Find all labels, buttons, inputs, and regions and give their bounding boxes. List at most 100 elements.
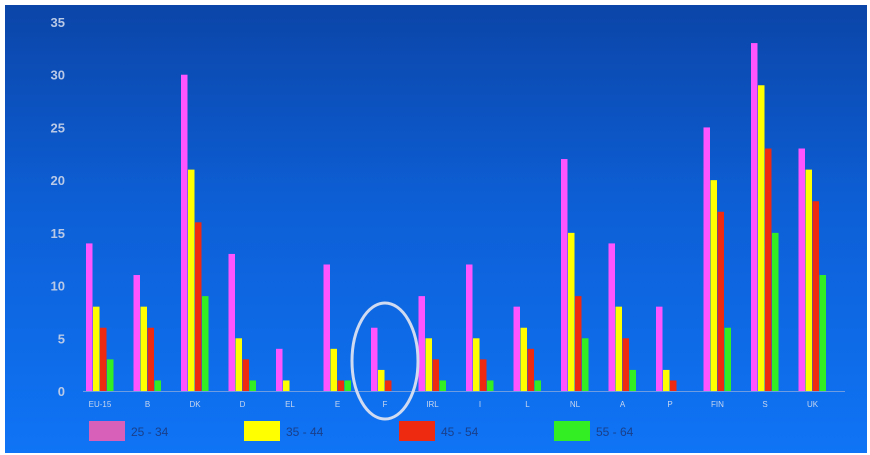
- y-tick-label: 20: [51, 173, 65, 188]
- bar: [93, 306, 100, 391]
- bar-group: [608, 243, 636, 391]
- bar-group: [418, 296, 446, 391]
- bar-group: [181, 74, 209, 391]
- bar: [418, 296, 425, 391]
- bar: [100, 327, 107, 391]
- legend-label: 25 - 34: [131, 425, 169, 439]
- bar: [656, 306, 663, 391]
- bar-group: [276, 348, 290, 391]
- bar: [107, 359, 114, 391]
- bar: [466, 264, 473, 391]
- y-tick-label: 5: [58, 331, 65, 346]
- bar: [385, 380, 392, 391]
- category-label: S: [762, 400, 767, 409]
- bar-group: [798, 148, 826, 391]
- bar: [758, 85, 765, 391]
- category-label: NL: [570, 400, 581, 409]
- bar: [568, 232, 575, 391]
- bar: [751, 43, 758, 391]
- y-tick-label: 35: [51, 15, 65, 30]
- bar-group: [86, 243, 114, 391]
- bar: [242, 359, 249, 391]
- bar-group: [466, 264, 494, 391]
- category-label: FIN: [711, 400, 724, 409]
- highlight-ellipse: [350, 301, 420, 421]
- legend: 25 - 34 35 - 44 45 - 54 55 - 64: [89, 421, 634, 441]
- bar: [425, 338, 432, 391]
- category-label: D: [240, 400, 246, 409]
- bar: [765, 148, 772, 391]
- legend-label: 55 - 64: [596, 425, 634, 439]
- category-label: E: [335, 400, 340, 409]
- bar: [561, 159, 568, 391]
- bar: [195, 222, 202, 391]
- bar: [534, 380, 541, 391]
- bar: [772, 232, 779, 391]
- legend-swatch: [244, 421, 280, 441]
- bar: [703, 127, 710, 391]
- bar: [330, 348, 337, 391]
- legend-swatch: [554, 421, 590, 441]
- bar: [812, 201, 819, 391]
- bar: [798, 148, 805, 391]
- y-tick-label: 10: [51, 279, 65, 294]
- bar: [473, 338, 480, 391]
- bar: [344, 380, 351, 391]
- bar: [520, 327, 527, 391]
- y-tick-label: 25: [51, 120, 65, 135]
- category-label: UK: [807, 400, 819, 409]
- bar: [228, 253, 235, 391]
- bar: [629, 369, 636, 391]
- bar: [717, 211, 724, 391]
- bar: [181, 74, 188, 391]
- bar: [432, 359, 439, 391]
- category-label: B: [145, 400, 150, 409]
- y-tick-label: 15: [51, 226, 65, 241]
- bar: [140, 306, 147, 391]
- bar-group: [133, 275, 161, 391]
- bar: [283, 380, 290, 391]
- bar: [710, 180, 717, 391]
- category-label: EU-15: [89, 400, 112, 409]
- category-label: A: [620, 400, 626, 409]
- legend-label: 35 - 44: [286, 425, 324, 439]
- bar: [622, 338, 629, 391]
- bar: [202, 296, 209, 391]
- bar: [154, 380, 161, 391]
- chart-slide: 0 5 10 15 20 25 30 35 EU-15 B DK D EL E F IRL I L NL A P FIN…: [5, 5, 867, 453]
- category-label: DK: [189, 400, 201, 409]
- bar: [147, 327, 154, 391]
- bar: [439, 380, 446, 391]
- y-axis-ticks: 0 5 10 15 20 25 30 35: [51, 15, 65, 399]
- bar: [86, 243, 93, 391]
- bar: [805, 169, 812, 391]
- bar: [615, 306, 622, 391]
- bar-group: [371, 327, 392, 391]
- bar: [480, 359, 487, 391]
- category-labels: EU-15 B DK D EL E F IRL I L NL A P FIN S UK: [89, 400, 819, 409]
- category-label: L: [525, 400, 530, 409]
- bar: [371, 327, 378, 391]
- bar: [513, 306, 520, 391]
- bar-group: [561, 159, 589, 391]
- bar-group: [513, 306, 541, 391]
- legend-swatch: [399, 421, 435, 441]
- bar: [133, 275, 140, 391]
- bar: [378, 369, 385, 391]
- bar: [323, 264, 330, 391]
- bar: [670, 380, 677, 391]
- category-label: EL: [285, 400, 295, 409]
- bar: [582, 338, 589, 391]
- bar: [235, 338, 242, 391]
- bar: [188, 169, 195, 391]
- bar-group: [703, 127, 731, 391]
- bar: [527, 348, 534, 391]
- bar-group: [751, 43, 779, 391]
- bar: [575, 296, 582, 391]
- category-label: F: [383, 400, 388, 409]
- bar: [249, 380, 256, 391]
- bar: [276, 348, 283, 391]
- bar-group: [228, 253, 256, 391]
- bar: [487, 380, 494, 391]
- legend-swatch: [89, 421, 125, 441]
